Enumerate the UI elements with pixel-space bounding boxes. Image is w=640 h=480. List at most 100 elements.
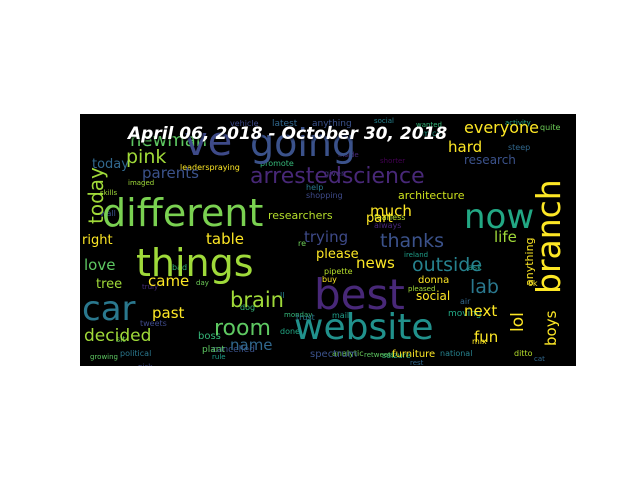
cloud-word: trying bbox=[304, 228, 349, 246]
cloud-word: boys bbox=[542, 310, 560, 346]
cloud-word: arrestedscience bbox=[250, 164, 425, 189]
cloud-word: ditto bbox=[514, 349, 533, 358]
cloud-word: mail bbox=[332, 311, 350, 320]
cloud-word: leaderspraying bbox=[180, 163, 240, 172]
cloud-word: mice bbox=[422, 129, 442, 138]
cloud-word: wanted bbox=[416, 121, 442, 129]
cloud-word: quite bbox=[540, 123, 561, 132]
cloud-word: promote bbox=[260, 159, 294, 168]
cloud-word: national bbox=[440, 349, 473, 358]
cloud-word: tweets bbox=[140, 319, 167, 328]
cloud-word: thanks bbox=[380, 230, 445, 252]
cloud-word: things bbox=[136, 241, 254, 285]
cloud-word: pipette bbox=[324, 267, 353, 276]
cloud-word: lol bbox=[508, 312, 528, 332]
cloud-word: steep bbox=[508, 143, 531, 152]
cloud-word: moving bbox=[448, 309, 482, 319]
cloud-word: part bbox=[366, 211, 393, 226]
cloud-word: day bbox=[196, 279, 209, 287]
cloud-word: hard bbox=[448, 138, 483, 156]
cloud-word: furniture bbox=[392, 349, 436, 360]
cloud-word: everyone bbox=[464, 118, 539, 137]
cloud-word: re bbox=[298, 239, 307, 248]
cloud-word: parents bbox=[142, 164, 199, 182]
cloud-word: news bbox=[356, 254, 395, 272]
cloud-word: trust bbox=[296, 313, 315, 322]
cloud-word: plant bbox=[202, 345, 225, 355]
word-cloud-image: anything social latest vehicle activity … bbox=[80, 114, 576, 366]
cloud-word: website bbox=[294, 307, 434, 348]
cloud-word: came bbox=[148, 272, 190, 290]
cloud-word: newman bbox=[130, 130, 208, 151]
cloud-word: cancelled bbox=[212, 345, 255, 355]
cloud-word: next bbox=[464, 302, 498, 320]
cloud-word: different bbox=[102, 191, 264, 235]
cloud-word: ask bbox=[468, 263, 482, 272]
cloud-word: shopping bbox=[306, 191, 343, 200]
cloud-word: monday bbox=[284, 311, 313, 319]
cloud-word: ll bbox=[280, 291, 285, 300]
cloud-word: given bbox=[324, 169, 347, 178]
cloud-word: mix bbox=[472, 337, 487, 346]
date-range-title: April 06, 2018 - October 30, 2018 bbox=[128, 124, 448, 144]
cloud-word: past bbox=[152, 304, 185, 322]
cloud-word: much bbox=[370, 202, 412, 220]
cloud-word: love bbox=[84, 256, 116, 274]
cloud-word: retweets bbox=[364, 351, 395, 359]
cloud-word: ok bbox=[528, 279, 538, 288]
cloud-word: air bbox=[460, 297, 471, 306]
cloud-word: vehicle bbox=[230, 119, 259, 128]
cloud-word: donna bbox=[418, 275, 450, 286]
cloud-word: please bbox=[316, 247, 359, 262]
cloud-word: lab bbox=[470, 276, 499, 298]
cloud-word: rule bbox=[212, 353, 226, 361]
cloud-word: fun bbox=[474, 328, 499, 346]
cloud-word: always bbox=[374, 221, 402, 230]
cloud-word: right bbox=[82, 233, 113, 248]
cloud-word: pleased bbox=[408, 285, 436, 293]
cloud-word: tree bbox=[96, 277, 123, 292]
cloud-word: spectrum bbox=[310, 349, 358, 360]
cloud-word: pick bbox=[138, 364, 152, 367]
cloud-word: name bbox=[230, 336, 273, 354]
cloud-word: political bbox=[120, 349, 152, 358]
cloud-word: table bbox=[206, 230, 244, 248]
cloud-word: outside bbox=[412, 254, 483, 276]
cloud-word: life bbox=[494, 228, 517, 246]
cloud-word: sit bbox=[116, 335, 126, 344]
cloud-word: architecture bbox=[398, 189, 465, 202]
cloud-word: social bbox=[374, 117, 394, 125]
cloud-word: now bbox=[464, 197, 535, 237]
cloud-word: inside bbox=[338, 151, 359, 159]
cloud-word: today bbox=[92, 157, 129, 172]
cloud-word: pink bbox=[126, 146, 167, 168]
cloud-word: imaged bbox=[128, 179, 155, 187]
cloud-word: latest bbox=[272, 119, 298, 129]
cloud-word: branch bbox=[529, 179, 568, 294]
cloud-word: social bbox=[416, 289, 451, 303]
cloud-word: dog bbox=[240, 303, 256, 312]
cloud-word: cat bbox=[534, 355, 545, 363]
cloud-word: bad bbox=[172, 263, 188, 272]
cloud-word: ve bbox=[184, 119, 233, 165]
cloud-word: wall bbox=[100, 209, 116, 218]
cloud-word: anything bbox=[523, 237, 536, 286]
cloud-word: boss bbox=[198, 331, 221, 342]
cloud-word: truly bbox=[142, 283, 159, 291]
cloud-word: anything bbox=[312, 119, 352, 129]
cloud-word: done bbox=[280, 327, 300, 336]
cloud-word: help bbox=[306, 183, 324, 192]
cloud-word: decided bbox=[84, 326, 152, 346]
cloud-word: analytic bbox=[332, 349, 364, 358]
cloud-word: growing bbox=[90, 353, 118, 361]
cloud-word: skills bbox=[100, 189, 118, 197]
cloud-word: activity bbox=[505, 119, 531, 127]
cloud-word: best bbox=[314, 270, 405, 319]
cloud-word: seizure bbox=[382, 351, 411, 360]
cloud-word: brain bbox=[230, 288, 284, 312]
cloud-word: room bbox=[214, 316, 271, 341]
cloud-word: shorter bbox=[380, 157, 406, 165]
cloud-word: car bbox=[82, 289, 136, 329]
cloud-word: buy bbox=[322, 275, 337, 284]
cloud-word: researchers bbox=[268, 209, 333, 222]
